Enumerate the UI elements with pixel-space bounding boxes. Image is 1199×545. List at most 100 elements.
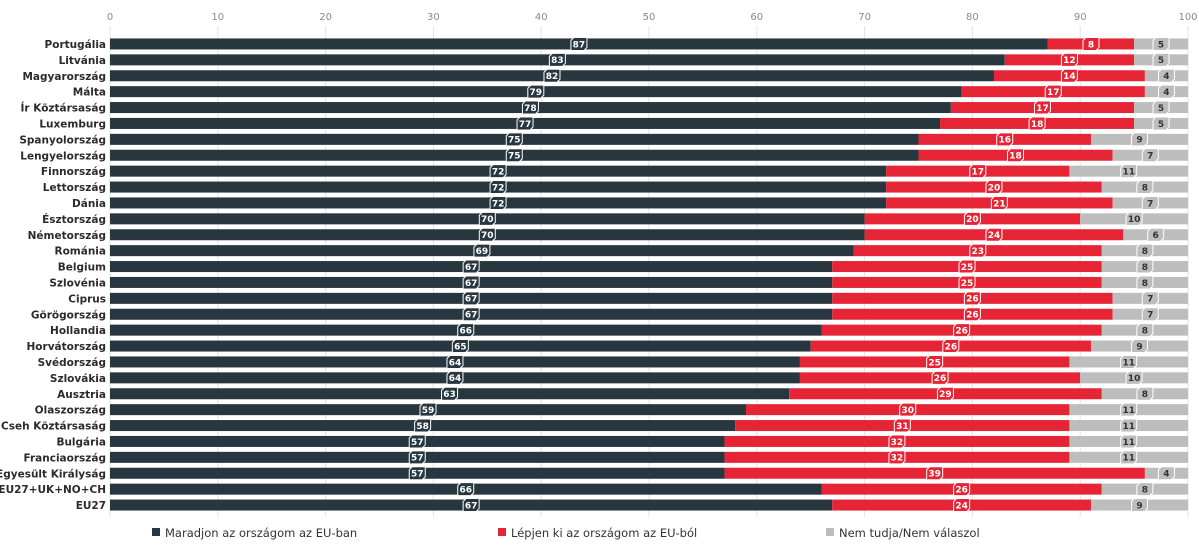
dont-know-value-label: 7 xyxy=(1147,199,1153,209)
category-label: Cseh Köztársaság xyxy=(1,421,106,433)
value-badge xyxy=(1136,259,1154,274)
x-tick-label: 10 xyxy=(211,12,224,23)
value-badge xyxy=(953,482,971,497)
leave-value-label: 26 xyxy=(966,311,979,321)
category-label: Lengyelország xyxy=(20,150,106,162)
value-badge xyxy=(457,323,475,338)
x-tick-label: 60 xyxy=(750,12,763,23)
value-badge xyxy=(414,418,432,433)
category-label: Görögország xyxy=(31,309,106,321)
dont-know-value-label: 10 xyxy=(1128,374,1141,384)
dont-know-value-label: 5 xyxy=(1158,56,1164,66)
value-badge xyxy=(478,211,496,226)
category-label: Szlovákia xyxy=(50,373,106,385)
value-badge xyxy=(888,434,906,449)
value-badge xyxy=(446,354,464,369)
dont-know-value-label: 11 xyxy=(1122,358,1135,368)
value-badge xyxy=(936,386,954,401)
value-badge xyxy=(451,339,469,354)
remain-value-label: 82 xyxy=(546,72,559,82)
remain-value-label: 79 xyxy=(530,88,543,98)
leave-value-label: 25 xyxy=(961,279,974,289)
remain-value-label: 57 xyxy=(411,470,424,480)
remain-value-label: 72 xyxy=(492,183,505,193)
remain-value-label: 64 xyxy=(449,374,462,384)
value-badge xyxy=(462,307,480,322)
leave-value-label: 31 xyxy=(896,422,909,432)
value-badge xyxy=(1125,370,1143,385)
remain-value-label: 77 xyxy=(519,120,532,130)
value-badge xyxy=(1007,148,1025,163)
leave-value-label: 12 xyxy=(1063,56,1076,66)
leave-value-label: 32 xyxy=(891,438,904,448)
value-badge xyxy=(408,434,426,449)
category-label: Dánia xyxy=(72,198,106,210)
value-badge xyxy=(963,291,981,306)
remain-value-label: 64 xyxy=(449,358,462,368)
category-label: Olaszország xyxy=(35,405,106,417)
value-badge xyxy=(1125,211,1143,226)
remain-value-label: 75 xyxy=(508,136,521,146)
value-badge xyxy=(969,164,987,179)
value-badge xyxy=(1152,100,1170,115)
dont-know-value-label: 4 xyxy=(1163,470,1169,480)
category-label: Ciprus xyxy=(68,293,106,305)
value-badge xyxy=(958,259,976,274)
value-badge xyxy=(1120,434,1138,449)
value-badge xyxy=(1136,275,1154,290)
value-badge xyxy=(926,466,944,481)
dont-know-value-label: 8 xyxy=(1142,263,1148,273)
category-label: Magyarország xyxy=(22,71,106,83)
remain-value-label: 70 xyxy=(481,231,494,241)
value-badge xyxy=(489,195,507,210)
remain-value-label: 72 xyxy=(492,167,505,177)
leave-value-label: 26 xyxy=(966,295,979,305)
value-badge xyxy=(516,116,534,131)
remain-value-label: 69 xyxy=(476,247,489,257)
x-tick-label: 80 xyxy=(966,12,979,23)
remain-value-label: 87 xyxy=(573,40,586,50)
value-badge xyxy=(996,132,1014,147)
category-label: Franciaország xyxy=(23,452,106,464)
value-badge xyxy=(953,323,971,338)
category-label: Románia xyxy=(55,246,107,258)
value-badge xyxy=(1120,354,1138,369)
leave-value-label: 20 xyxy=(966,215,979,225)
dont-know-value-label: 8 xyxy=(1142,485,1148,495)
value-badge xyxy=(543,68,561,83)
category-label: Belgium xyxy=(58,262,106,274)
remain-value-label: 75 xyxy=(508,152,521,162)
leave-value-label: 25 xyxy=(961,263,974,273)
value-badge xyxy=(1120,164,1138,179)
dont-know-value-label: 5 xyxy=(1158,104,1164,114)
dont-know-value-label: 5 xyxy=(1158,120,1164,130)
category-label: Ír Köztársaság xyxy=(21,102,107,115)
x-tick-label: 50 xyxy=(643,12,656,23)
value-badge xyxy=(1147,227,1165,242)
value-badge xyxy=(457,482,475,497)
value-badge xyxy=(1136,180,1154,195)
dont-know-value-label: 6 xyxy=(1153,231,1159,241)
category-label: Lettország xyxy=(43,182,106,194)
leave-value-label: 17 xyxy=(1036,104,1049,114)
value-badge xyxy=(1136,482,1154,497)
value-badge xyxy=(478,227,496,242)
dont-know-value-label: 11 xyxy=(1122,438,1135,448)
legend-label: Nem tudja/Nem válaszol xyxy=(839,526,980,540)
category-label: Málta xyxy=(73,87,106,99)
value-badge xyxy=(893,418,911,433)
leave-value-label: 26 xyxy=(955,485,968,495)
category-label: Egyesült Királyság xyxy=(0,468,106,480)
value-badge xyxy=(1130,339,1148,354)
dont-know-value-label: 9 xyxy=(1136,136,1142,146)
value-badge xyxy=(1082,36,1100,51)
dont-know-value-label: 8 xyxy=(1142,326,1148,336)
remain-value-label: 67 xyxy=(465,501,478,511)
value-badge xyxy=(926,354,944,369)
leave-value-label: 20 xyxy=(988,183,1001,193)
value-badge xyxy=(931,370,949,385)
category-label: Észtország xyxy=(42,213,106,226)
category-label: EU27 xyxy=(76,500,106,512)
remain-value-label: 59 xyxy=(422,406,435,416)
dont-know-value-label: 5 xyxy=(1158,40,1164,50)
